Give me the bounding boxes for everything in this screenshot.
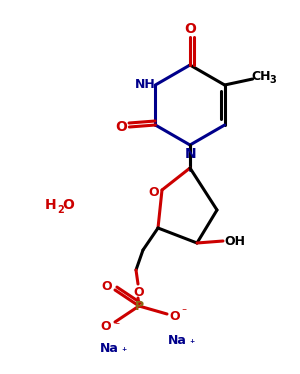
Text: O: O — [102, 279, 112, 292]
Text: N: N — [185, 147, 197, 161]
Text: O: O — [101, 319, 111, 332]
Text: O: O — [149, 186, 159, 199]
Text: O: O — [184, 22, 196, 36]
Text: P: P — [134, 300, 144, 313]
Text: ⁺: ⁺ — [189, 339, 195, 349]
Text: 3: 3 — [269, 75, 276, 85]
Text: Na: Na — [168, 334, 186, 346]
Text: OH: OH — [224, 234, 245, 248]
Text: CH: CH — [251, 70, 270, 83]
Text: O: O — [116, 120, 127, 134]
Text: NH: NH — [135, 77, 156, 91]
Text: ⁺: ⁺ — [122, 347, 127, 357]
Text: O: O — [134, 285, 144, 298]
Text: 2: 2 — [57, 205, 64, 215]
Text: H: H — [45, 198, 57, 212]
Text: ⁻: ⁻ — [182, 307, 187, 317]
Text: O: O — [170, 310, 180, 322]
Text: Na: Na — [100, 341, 118, 355]
Text: O: O — [62, 198, 74, 212]
Text: ⁻: ⁻ — [114, 321, 120, 331]
